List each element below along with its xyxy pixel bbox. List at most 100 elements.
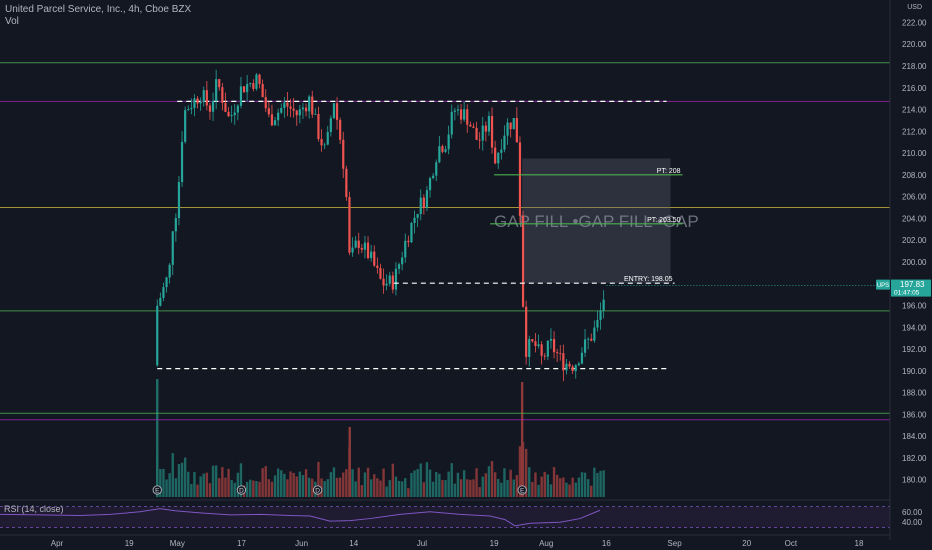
volume-bar	[289, 471, 292, 497]
volume-bar	[400, 481, 404, 497]
candle-body	[444, 149, 447, 152]
volume-bar	[307, 477, 311, 497]
candle-body	[531, 339, 534, 342]
y-tick-label: 182.00	[902, 454, 927, 463]
volume-bar	[193, 472, 196, 497]
candle-body	[168, 264, 171, 278]
candle-body	[580, 352, 584, 364]
volume-bar	[583, 472, 587, 497]
volume-bar	[447, 471, 450, 497]
volume-bar	[602, 470, 605, 497]
volume-bar	[360, 485, 364, 497]
volume-bar	[211, 465, 215, 497]
candle-body	[428, 178, 432, 191]
volume-bar	[301, 475, 305, 497]
volume-bar	[218, 478, 221, 497]
candle-body	[382, 278, 385, 286]
y-tick-label: 184.00	[902, 432, 927, 441]
candle-body	[587, 338, 590, 340]
gap-zone: GAP FILL •GAP FILL •GAP	[494, 158, 699, 284]
candle-body	[277, 112, 280, 121]
volume-bar	[183, 457, 187, 497]
volume-bar	[466, 479, 469, 497]
volume-bar	[543, 471, 546, 497]
candle-body	[401, 257, 404, 265]
volume-bar	[199, 476, 202, 497]
volume-bar	[478, 487, 481, 497]
volume-bar	[317, 461, 320, 497]
candle-body	[565, 363, 568, 371]
x-axis[interactable]: Apr 19 May 17 Jun 14 Jul 19 Aug 16 Sep 20 Oct 18	[0, 534, 890, 548]
bar-countdown: 01:47:05	[894, 290, 920, 297]
y-tick-label: 220.00	[902, 40, 927, 49]
candle-body	[413, 217, 416, 223]
volume-bar	[202, 473, 205, 497]
y-tick-label: 216.00	[902, 84, 927, 93]
candle-body	[193, 98, 196, 108]
candle-body	[450, 111, 453, 135]
rsi-band	[0, 506, 890, 528]
symbol-title[interactable]: United Parcel Service, Inc., 4h, Cboe BZ…	[5, 4, 192, 15]
candle-body	[556, 352, 559, 354]
candle-body	[463, 109, 466, 120]
y-tick-label: 212.00	[902, 127, 927, 136]
volume-bar	[205, 472, 209, 497]
volume-bar	[292, 472, 295, 497]
y-tick-label: 186.00	[902, 410, 927, 419]
candle-body	[205, 90, 208, 106]
gap-fill-box	[522, 158, 671, 284]
volume-bar	[518, 446, 522, 497]
horizontal-levels	[0, 62, 890, 421]
candle-body	[304, 107, 308, 112]
volume-bar	[407, 488, 410, 497]
candle-body	[602, 299, 605, 311]
volume-bar	[342, 472, 345, 497]
volume-bar	[549, 484, 553, 497]
volume-bar	[580, 472, 584, 497]
volume-bar	[162, 468, 165, 497]
candle-body	[518, 142, 522, 216]
candle-body	[404, 240, 407, 258]
volume-bar	[369, 479, 373, 497]
volume-bar	[568, 484, 571, 497]
candle-body	[379, 267, 382, 279]
currency-label[interactable]: USD	[907, 4, 922, 11]
volume-bar	[249, 479, 252, 497]
rsi-label[interactable]: RSI (14, close)	[4, 504, 64, 514]
volume-bar	[586, 479, 590, 497]
candle-body	[432, 175, 435, 179]
x-tick-label: 20	[742, 539, 751, 548]
y-axis[interactable]: 222.00 220.00 218.00 216.00 214.00 212.00 210.…	[889, 0, 927, 540]
volume-bar	[462, 470, 466, 497]
candle-body	[335, 103, 339, 120]
volume-bar	[472, 479, 475, 497]
candle-body	[540, 344, 543, 356]
candle-body	[339, 119, 342, 140]
candle-body	[525, 306, 528, 357]
volume-bar	[345, 469, 348, 497]
x-tick-label: Jul	[417, 539, 427, 548]
volume-bar	[230, 480, 233, 497]
candle-body	[373, 251, 376, 266]
candle-body	[211, 101, 215, 112]
y-tick-label: 206.00	[902, 193, 927, 202]
volume-spike	[348, 427, 351, 497]
x-tick-label: Apr	[51, 539, 64, 548]
volume-bar	[428, 469, 432, 497]
gap-fill-label: GAP FILL •GAP FILL •GAP	[494, 212, 699, 231]
candle-body	[534, 341, 537, 347]
candle-body	[162, 287, 165, 299]
candle-body	[242, 86, 246, 93]
candle-body	[218, 79, 221, 88]
x-tick-label: 19	[490, 539, 499, 548]
volume-bar	[304, 469, 308, 497]
candle-body	[345, 168, 348, 198]
candle-body	[184, 110, 187, 142]
volume-bar	[450, 463, 453, 497]
volume-bar	[531, 481, 534, 497]
volume-bar	[593, 467, 596, 497]
candle-body	[292, 108, 295, 111]
